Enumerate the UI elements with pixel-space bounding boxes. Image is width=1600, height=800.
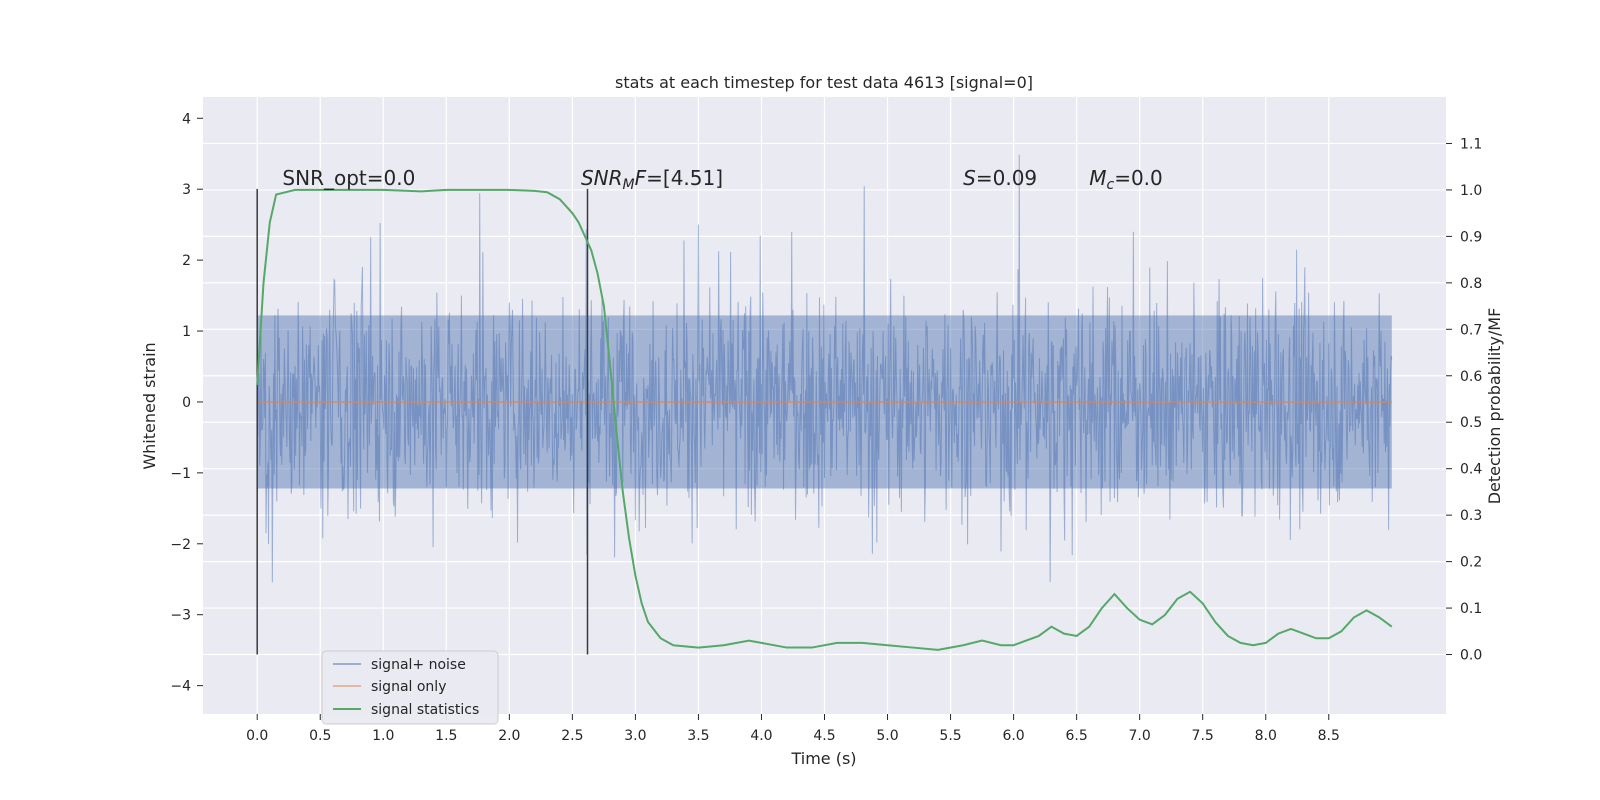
y-left-tick-label: 0: [182, 395, 191, 411]
x-tick-label: 1.5: [435, 728, 457, 744]
legend-box: [321, 650, 499, 725]
x-tick-label: 2.0: [498, 728, 520, 744]
legend-label-signal-statistics: signal statistics: [371, 702, 479, 718]
x-tick-label: 7.5: [1192, 728, 1214, 744]
legend-label-signal-only: signal only: [371, 679, 446, 695]
x-tick-label: 0.0: [246, 728, 268, 744]
annotation-s: S=0.09: [963, 166, 1037, 190]
y-left-tick-label: 2: [182, 253, 191, 269]
y-right-axis-label: Detection probability/MF: [1485, 308, 1504, 505]
x-tick-label: 4.5: [813, 728, 835, 744]
y-right-tick-label: 1.0: [1460, 183, 1482, 199]
x-tick-label: 2.5: [561, 728, 583, 744]
signal-noise-line: [256, 154, 1393, 583]
y-right-tick-label: 0.4: [1460, 462, 1482, 478]
x-tick-label: 0.5: [309, 728, 331, 744]
y-left-tick-label: −1: [170, 466, 191, 482]
y-left-tick-label: 3: [182, 182, 191, 198]
signal-statistics-line: [256, 188, 1393, 651]
chart-title: stats at each timestep for test data 461…: [615, 73, 1033, 92]
y-left-axis-label: Whitened strain: [140, 342, 159, 469]
y-left-tick-labels: 4 3 2 1 0 −1 −2 −3 −4: [170, 111, 203, 695]
annotations: SNR_opt=0.0 SNRMF=[4.51] S=0.09 Mc=0.0: [282, 166, 1162, 193]
x-tick-labels: 0.0 0.5 1.0 1.5 2.0 2.5 3.0 3.5 4.0 4.5 5.0 5.5 6.0 6…: [246, 714, 1340, 744]
y-right-tick-label: 0.1: [1460, 601, 1482, 617]
x-tick-label: 3.5: [687, 728, 709, 744]
y-left-tick-label: 4: [182, 111, 191, 127]
y-right-tick-label: 0.5: [1460, 415, 1482, 431]
y-right-tick-label: 0.9: [1460, 229, 1482, 245]
x-tick-label: 6.0: [1002, 728, 1024, 744]
x-tick-label: 1.0: [372, 728, 394, 744]
y-left-tick-label: −3: [170, 608, 191, 624]
x-tick-label: 7.0: [1129, 728, 1151, 744]
annotation-snr-opt: SNR_opt=0.0: [282, 166, 415, 190]
legend: signal+ noise signal only signal statist…: [321, 650, 499, 725]
y-right-tick-label: 1.1: [1460, 136, 1482, 152]
x-tick-label: 5.0: [876, 728, 898, 744]
legend-label-signal-noise: signal+ noise: [371, 657, 466, 673]
x-tick-label: 4.0: [750, 728, 772, 744]
annotation-mc: Mc=0.0: [1089, 166, 1163, 193]
y-right-tick-label: 0.0: [1460, 648, 1482, 664]
x-tick-label: 5.5: [939, 728, 961, 744]
y-right-tick-label: 0.7: [1460, 322, 1482, 338]
y-right-tick-labels: 1.1 1.0 0.9 0.8 0.7 0.6 0.5 0.4 0.3 0.2 0.1 0.0: [1446, 136, 1482, 664]
x-tick-label: 6.5: [1065, 728, 1087, 744]
y-left-tick-label: −4: [170, 679, 191, 695]
signal-statistics-series: [256, 188, 1393, 651]
y-right-tick-label: 0.6: [1460, 369, 1482, 385]
x-tick-label: 8.0: [1255, 728, 1277, 744]
x-axis-label: Time (s): [790, 749, 856, 768]
vertical-markers: [256, 188, 589, 655]
x-tick-label: 3.0: [624, 728, 646, 744]
annotation-snr-mf: SNRMF=[4.51]: [581, 166, 723, 193]
y-left-tick-label: 1: [182, 324, 191, 340]
y-right-tick-label: 0.2: [1460, 555, 1482, 571]
x-tick-label: 8.5: [1318, 728, 1340, 744]
y-left-tick-label: −2: [170, 537, 191, 553]
y-right-tick-label: 0.8: [1460, 276, 1482, 292]
y-right-tick-label: 0.3: [1460, 508, 1482, 524]
